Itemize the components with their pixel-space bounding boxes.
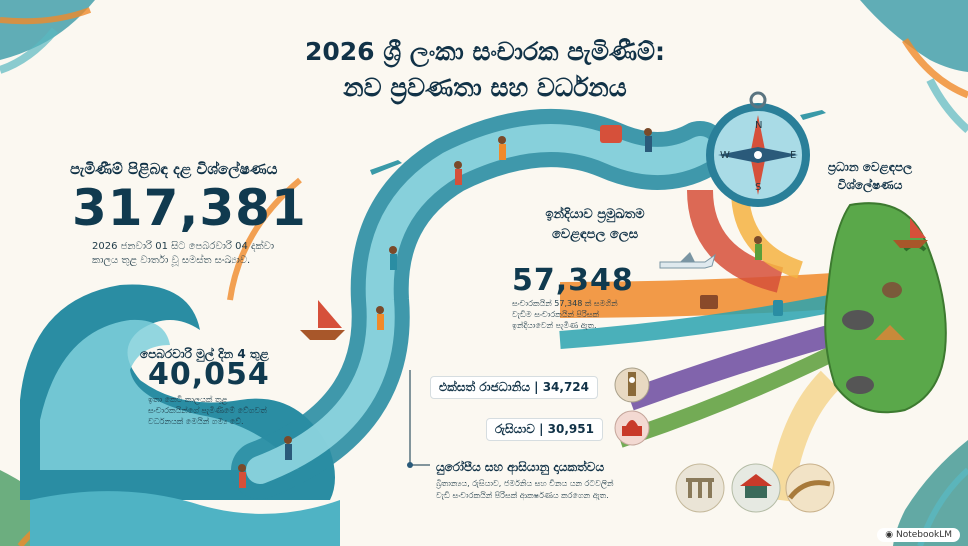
title-line-2: නව ප්‍රවණතා සහ වර්ධනය xyxy=(343,73,627,102)
market-heading-line-1: ප්‍රධාන වෙළඳපල xyxy=(827,160,913,174)
russia-label: රුසියාව xyxy=(495,422,535,436)
russia-value: 30,951 xyxy=(547,422,594,436)
europe-note: බ්‍රිතාන්‍යය, රුසියාව, ජර්මනිය සහ චීනය ය… xyxy=(436,478,686,502)
sailboat-right-icon xyxy=(893,218,928,248)
sailboat-icon xyxy=(300,300,345,340)
kremlin-icon xyxy=(614,410,650,446)
great-wall-icon xyxy=(785,463,835,513)
february-note-line-3: වර්ධනයක් මෙයින් ගම්‍ය වේ. xyxy=(148,417,244,426)
market-heading-line-2: විශ්ලේෂණය xyxy=(837,178,903,192)
journey-swirl-icon xyxy=(227,109,729,499)
big-ben-icon xyxy=(614,367,650,403)
uk-label: එක්සත් රාජධානිය xyxy=(439,380,530,394)
uk-arrivals-label: එක්සත් රාජධානිය | 34,724 xyxy=(430,376,599,399)
summary-note-line-1: 2026 ජනවාරි 01 සිට පෙබරවාරි 04 දක්වා xyxy=(92,241,275,252)
india-heading-line-2: වෙළඳපල ලෙස xyxy=(551,227,639,242)
airplane-top-right-icon xyxy=(800,110,826,120)
india-value: 57,348 xyxy=(512,263,634,298)
february-note-line-2: සංචාරකයින්ගේ පැමිණීමේ වේගවත් xyxy=(148,406,267,415)
airplane-icon xyxy=(659,252,716,269)
compass-north-label: N xyxy=(755,120,762,131)
india-note-line-3: ඉන්දියාවෙන් පැමිණ ඇත. xyxy=(512,321,597,330)
russia-arrivals-label: රුසියාව | 30,951 xyxy=(486,418,603,441)
february-heading: පෙබරවාරි මුල් දින 4 තුළ xyxy=(140,347,269,361)
notebooklm-label: NotebookLM xyxy=(895,530,952,540)
palm-leaf-top-left-icon xyxy=(0,0,95,74)
summary-total-value: 317,381 xyxy=(72,179,307,237)
february-note: ඉතා කෙටි කාලයක් තුළ සංචාරකයින්ගේ පැමිණීම… xyxy=(148,394,308,427)
summary-note: 2026 ජනවාරි 01 සිට පෙබරවාරි 04 දක්වා කාල… xyxy=(92,240,322,268)
russia-separator: | xyxy=(539,422,548,436)
summary-note-line-2: කාලය තුළ වාර්තා වූ සමස්ත සංඛ්‍යාව. xyxy=(92,255,251,266)
india-note-line-2: වැඩිම සංචාරකයින් පිරිසක් xyxy=(512,310,599,319)
notebooklm-badge: ◉ NotebookLM xyxy=(877,528,960,542)
title-line-1: 2026 ශ්‍රී ලංකා සංචාරක පැමිණීම්: xyxy=(304,37,666,66)
airplane-small-icon xyxy=(370,160,402,175)
brandenburg-gate-icon xyxy=(675,463,725,513)
india-heading-line-1: ඉන්දියාව ප්‍රමුඛතම xyxy=(545,207,645,222)
uk-value: 34,724 xyxy=(542,380,590,394)
europe-heading: යුරෝපීය සහ ආසියානු දායකත්වය xyxy=(436,460,605,474)
travelers-icon xyxy=(238,125,783,488)
compass-south-label: S xyxy=(755,182,761,193)
india-note: සංචාරකයින් 57,348 ක් සමගින් වැඩිම සංචාරක… xyxy=(512,298,682,331)
compass-west-label: W xyxy=(720,150,730,161)
chinese-pagoda-icon xyxy=(731,463,781,513)
europe-note-line-1: බ්‍රිතාන්‍යය, රුසියාව, ජර්මනිය සහ චීනය ය… xyxy=(436,479,614,488)
uk-separator: | xyxy=(534,380,543,394)
february-value: 40,054 xyxy=(148,357,270,392)
india-heading: ඉන්දියාව ප්‍රමුඛතම වෙළඳපල ලෙස xyxy=(505,205,685,245)
notebooklm-logo-icon: ◉ xyxy=(885,530,894,540)
compass-icon xyxy=(706,91,810,207)
page-title: 2026 ශ්‍රී ලංකා සංචාරක පැමිණීම්: නව ප්‍ර… xyxy=(180,34,790,106)
india-note-line-1: සංචාරකයින් 57,348 ක් සමගින් xyxy=(512,299,618,308)
europe-note-line-2: වැඩි සංචාරකයින් පිරිසක් ආකර්ෂණය කරගෙන ඇත… xyxy=(436,491,609,500)
summary-heading: පැමිණීම් පිළිබඳ දළ විශ්ලේෂණය xyxy=(70,160,278,178)
timeline-connector-icon xyxy=(407,370,430,468)
compass-east-label: E xyxy=(790,150,796,161)
february-note-line-1: ඉතා කෙටි කාලයක් තුළ xyxy=(148,395,228,404)
market-heading: ප්‍රධාන වෙළඳපල විශ්ලේෂණය xyxy=(800,158,940,194)
sri-lanka-map-icon xyxy=(824,202,947,414)
palm-leaf-top-right-icon xyxy=(860,0,968,134)
